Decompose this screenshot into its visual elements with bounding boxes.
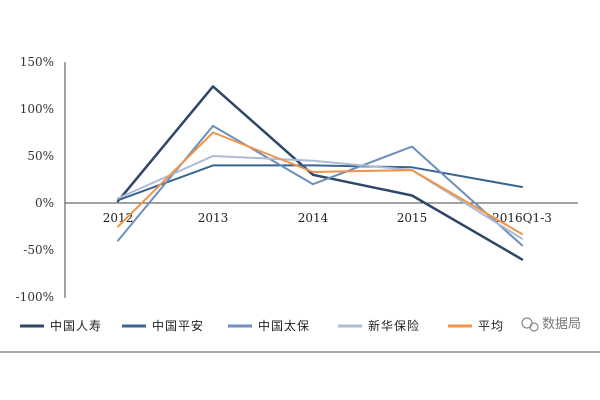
x-category-label: 2016Q1-3 — [492, 211, 552, 225]
series-line-1 — [116, 85, 524, 261]
wechat-icon — [521, 317, 539, 332]
x-category-label: 2015 — [397, 211, 428, 225]
x-category-label: 2014 — [298, 211, 329, 225]
series-line-2 — [117, 164, 523, 202]
x-category-label: 2012 — [103, 211, 134, 225]
legend-label: 新华保险 — [368, 318, 420, 333]
y-tick-label: -50% — [23, 243, 54, 257]
series-line-5 — [117, 131, 523, 235]
legend-item: 中国人寿 — [20, 318, 102, 333]
y-tick-label: 100% — [20, 102, 54, 116]
legend-label: 中国平安 — [152, 318, 204, 333]
x-category-label: 2013 — [198, 211, 229, 225]
legend-label: 平均 — [478, 319, 504, 333]
y-tick-label: 150% — [20, 55, 54, 69]
legend-item: 平均 — [448, 319, 504, 333]
legend: 中国人寿 中国平安 中国太保 新华保险 平均 — [20, 318, 504, 333]
x-category-labels: 2012 2013 2014 2015 2016Q1-3 — [103, 211, 552, 225]
watermark: 数据局 — [521, 317, 581, 332]
series-line-4 — [117, 155, 523, 240]
legend-label: 中国太保 — [258, 318, 310, 333]
legend-item: 新华保险 — [338, 318, 420, 333]
y-tick-label: 50% — [27, 149, 54, 163]
y-tick-labels: 150% 100% 50% 0% -50% -100% — [16, 55, 54, 304]
series-lines — [116, 85, 524, 261]
series-line-3 — [117, 124, 523, 247]
legend-item: 中国太保 — [228, 318, 310, 333]
watermark-text: 数据局 — [542, 317, 581, 332]
legend-item: 中国平安 — [122, 318, 204, 333]
legend-label: 中国人寿 — [50, 318, 102, 333]
y-tick-label: -100% — [16, 290, 54, 304]
y-tick-label: 0% — [35, 196, 54, 210]
